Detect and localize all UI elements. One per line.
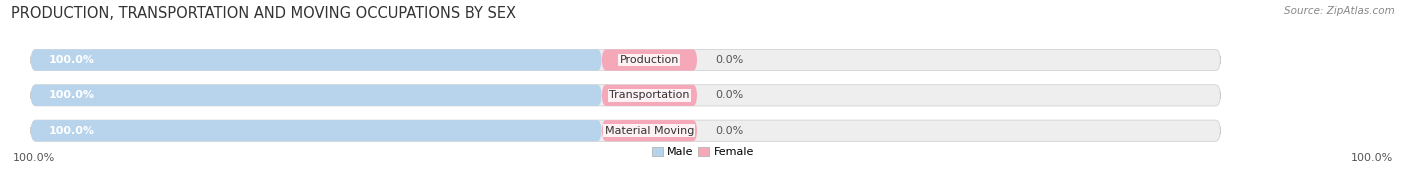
Text: Source: ZipAtlas.com: Source: ZipAtlas.com xyxy=(1284,6,1395,16)
FancyBboxPatch shape xyxy=(602,49,697,71)
Text: 100.0%: 100.0% xyxy=(49,90,94,100)
FancyBboxPatch shape xyxy=(31,49,602,71)
Text: 100.0%: 100.0% xyxy=(49,55,94,65)
Text: 100.0%: 100.0% xyxy=(1351,153,1393,163)
FancyBboxPatch shape xyxy=(31,120,602,141)
Text: 100.0%: 100.0% xyxy=(13,153,55,163)
FancyBboxPatch shape xyxy=(31,85,602,106)
Text: Transportation: Transportation xyxy=(609,90,690,100)
FancyBboxPatch shape xyxy=(31,49,1220,71)
Text: 0.0%: 0.0% xyxy=(714,55,744,65)
FancyBboxPatch shape xyxy=(602,120,697,141)
Text: PRODUCTION, TRANSPORTATION AND MOVING OCCUPATIONS BY SEX: PRODUCTION, TRANSPORTATION AND MOVING OC… xyxy=(11,6,516,21)
FancyBboxPatch shape xyxy=(31,85,1220,106)
Text: 0.0%: 0.0% xyxy=(714,90,744,100)
FancyBboxPatch shape xyxy=(31,120,1220,141)
Text: Production: Production xyxy=(620,55,679,65)
Legend: Male, Female: Male, Female xyxy=(647,142,759,162)
Text: 0.0%: 0.0% xyxy=(714,126,744,136)
Text: Material Moving: Material Moving xyxy=(605,126,695,136)
Text: 100.0%: 100.0% xyxy=(49,126,94,136)
FancyBboxPatch shape xyxy=(602,85,697,106)
